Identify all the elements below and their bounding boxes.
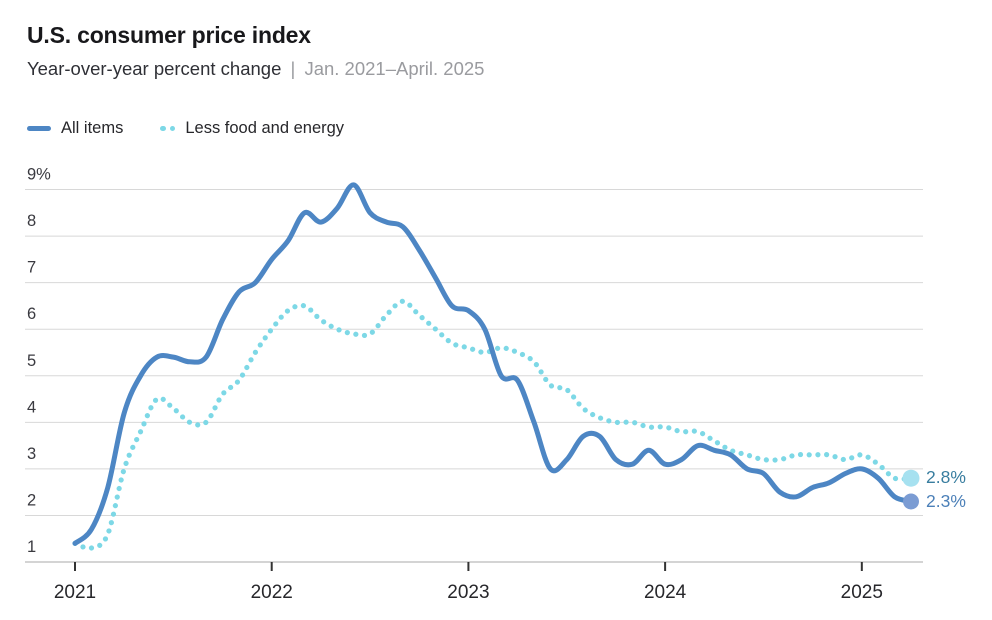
legend-label-less-food-energy: Less food and energy [185,119,345,137]
core-end-value-label: 2.8% [926,467,966,487]
legend-item-less-food-energy: Less food and energy [160,119,344,138]
core-cpi-line [72,298,914,551]
cpi-line-chart: 1 2 3 4 5 6 7 8 9% 2021 2022 2023 2024 2025 [25,166,923,603]
x-axis-label: 2025 [841,582,883,603]
all-items-end-value-label: 2.3% [926,491,966,511]
chart-area: 1 2 3 4 5 6 7 8 9% 2021 2022 2023 2024 2025 2.8% 2.3% [0,160,992,620]
chart-legend: All items Less food and energy [27,119,344,138]
subtitle-date-range: Jan. 2021–April. 2025 [304,58,485,79]
y-axis-label: 4 [27,398,36,416]
y-axis-label: 5 [27,352,36,370]
solid-line-swatch-icon [27,126,51,131]
subtitle-measure: Year-over-year percent change [27,58,282,79]
x-axis-label: 2024 [644,582,687,603]
subtitle-separator: | [290,58,296,79]
core-end-dot [902,469,920,487]
y-axis-label: 6 [27,305,36,323]
y-axis-label: 2 [27,491,36,509]
all-items-line [72,182,914,546]
y-axis-label: 9% [27,166,51,184]
y-axis-label: 3 [27,445,36,463]
y-axis-label: 8 [27,212,36,230]
legend-item-all-items: All items [27,119,123,138]
y-axis-label: 7 [27,259,36,277]
y-axis-label: 1 [27,538,36,556]
chart-subtitle: Year-over-year percent change | Jan. 202… [27,58,484,80]
x-axis-label: 2023 [447,582,489,603]
x-axis-label: 2022 [251,582,293,603]
dotted-line-swatch-icon [160,125,176,132]
all-items-end-dot [902,493,919,510]
legend-label-all-items: All items [61,119,124,137]
x-axis-label: 2021 [54,582,96,603]
page-title: U.S. consumer price index [27,22,311,48]
